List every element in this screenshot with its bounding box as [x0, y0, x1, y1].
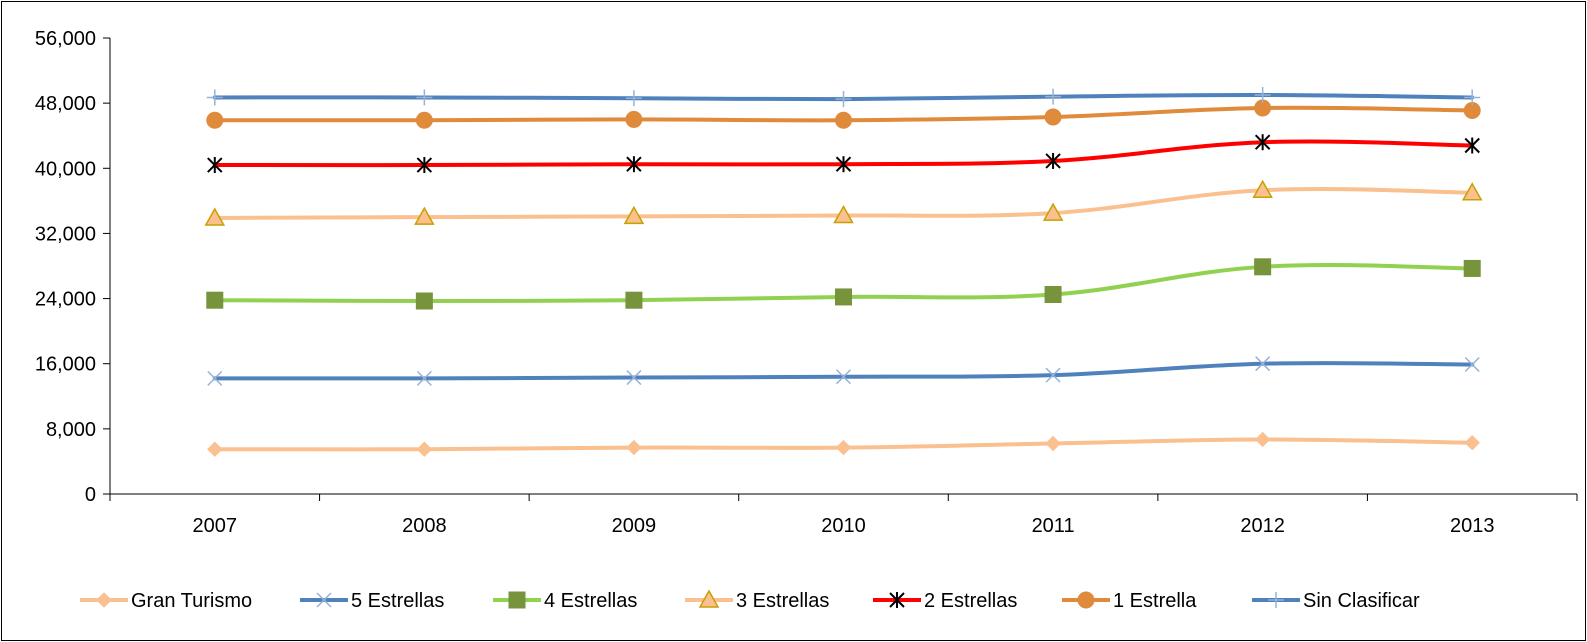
data-point-6-6: [1464, 89, 1481, 106]
legend-item-6: Sin Clasificar: [1252, 590, 1420, 612]
marker-stroke: [1464, 356, 1480, 373]
data-point-1-6: [1464, 356, 1480, 373]
data-point-3-1: [414, 206, 435, 225]
data-point-6-1: [416, 89, 433, 106]
marker-stroke: [1255, 356, 1271, 372]
data-point-3-6: [1461, 182, 1483, 201]
legend-marker: [698, 589, 720, 608]
legend-label: 2 Estrellas: [924, 590, 1017, 612]
data-point-3-2: [623, 205, 645, 225]
legend-marker: [316, 592, 332, 608]
data-point-0-5: [1254, 431, 1271, 448]
x-tick-label: 2011: [1032, 515, 1075, 537]
data-point-2-4: [1044, 286, 1062, 303]
data-point-2-1: [415, 292, 433, 310]
data-point-4-6: [1464, 137, 1480, 154]
y-tick-label: 32,000: [35, 223, 96, 245]
data-point-3-4: [1042, 202, 1064, 221]
data-point-1-2: [626, 370, 642, 386]
legend-item-3: 3 Estrellas: [685, 589, 829, 612]
data-point-6-2: [625, 90, 642, 107]
data-point-4-4: [1045, 152, 1061, 169]
legend-label: Sin Clasificar: [1303, 590, 1420, 612]
data-point-3-5: [1252, 179, 1273, 199]
legend-label: 5 Estrellas: [351, 590, 444, 612]
data-point-1-5: [1255, 356, 1271, 372]
legend-marker: [508, 591, 526, 609]
data-point-0-6: [1464, 434, 1480, 451]
data-point-1-4: [1045, 367, 1061, 383]
data-point-1-3: [835, 369, 852, 385]
data-point-4-1: [416, 157, 433, 174]
data-point-0-4: [1045, 435, 1061, 452]
data-point-0-1: [416, 441, 433, 457]
legend-item-5: 1 Estrella: [1062, 590, 1197, 612]
data-point-1-0: [207, 370, 223, 386]
marker-stroke: [316, 592, 332, 608]
data-point-3-3: [833, 204, 854, 224]
y-tick-label: 56,000: [35, 28, 96, 50]
y-tick-label: 24,000: [35, 289, 96, 311]
data-point-4-5: [1254, 134, 1271, 151]
data-point-4-2: [626, 156, 642, 173]
x-tick-label: 2007: [193, 515, 238, 537]
legend-item-4: 2 Estrellas: [873, 590, 1017, 612]
legend-item-2: 4 Estrellas: [493, 590, 637, 612]
data-point-2-6: [1463, 259, 1481, 277]
series-markers: [204, 87, 1483, 457]
data-point-6-3: [835, 91, 852, 108]
data-point-5-2: [625, 110, 643, 128]
x-tick-label: 2009: [612, 515, 657, 537]
data-point-0-0: [207, 441, 223, 457]
data-point-2-5: [1254, 258, 1272, 276]
x-tick-label: 2013: [1450, 515, 1495, 537]
data-point-2-0: [206, 291, 224, 309]
data-point-6-4: [1045, 88, 1062, 105]
data-point-0-2: [626, 439, 642, 456]
marker-stroke: [835, 369, 852, 385]
legend-label: 1 Estrella: [1113, 590, 1197, 612]
legend-item-1: 5 Estrellas: [300, 590, 444, 612]
data-point-5-0: [206, 111, 224, 129]
x-tick-label: 2012: [1240, 515, 1285, 537]
legend-item-0: Gran Turismo: [80, 590, 252, 612]
legend: Gran Turismo 5 Estrellas 4 Estrellas 3 Estr…: [80, 589, 1420, 612]
legend-label: Gran Turismo: [131, 590, 252, 612]
y-tick-label: 40,000: [35, 158, 96, 180]
legend-marker: [1268, 592, 1284, 608]
data-point-5-1: [415, 111, 433, 129]
data-point-4-3: [835, 156, 852, 173]
x-tick-label: 2008: [402, 515, 447, 537]
legend-marker: [96, 592, 112, 608]
x-tick-label: 2010: [821, 515, 866, 537]
data-point-0-3: [835, 439, 852, 456]
marker-stroke: [416, 370, 432, 386]
data-point-5-3: [835, 111, 852, 129]
legend-label: 4 Estrellas: [544, 590, 637, 612]
y-tick-label: 48,000: [35, 93, 96, 115]
data-point-4-0: [207, 157, 223, 174]
legend-marker: [1077, 591, 1095, 609]
legend-marker: [889, 592, 905, 608]
data-point-6-5: [1254, 87, 1271, 103]
y-tick-label: 16,000: [35, 354, 96, 376]
data-point-6-0: [206, 89, 223, 106]
data-point-1-1: [416, 370, 432, 386]
axes: 0 8,000 16,000 24,000 32,000 40,000 48,000 56,0…: [35, 28, 1578, 537]
y-tick-label: 8,000: [46, 419, 96, 441]
y-tick-label: 0: [85, 484, 96, 506]
data-point-5-4: [1044, 108, 1062, 126]
marker-stroke: [207, 370, 223, 386]
marker-stroke: [1045, 367, 1061, 383]
data-point-2-3: [835, 288, 852, 306]
legend-label: 3 Estrellas: [736, 590, 829, 612]
data-point-3-0: [204, 207, 226, 226]
data-point-2-2: [625, 291, 643, 309]
marker-stroke: [626, 370, 642, 386]
series-lines: [212, 92, 1475, 452]
